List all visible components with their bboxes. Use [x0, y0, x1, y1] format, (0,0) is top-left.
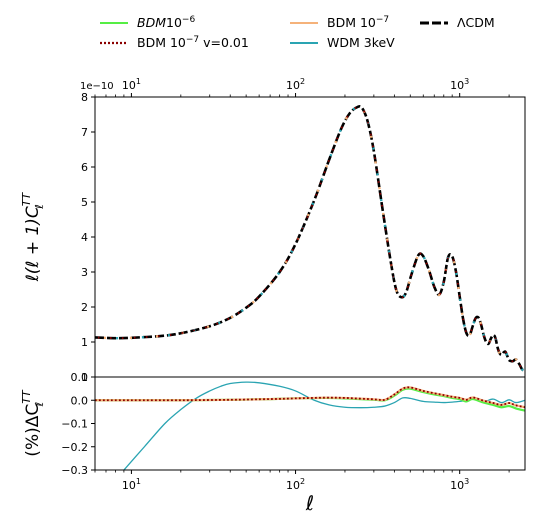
bottom-x-tick-label: 101 [122, 477, 141, 492]
bottom-y-tick-label: 0.0 [71, 394, 89, 407]
top-y-tick-label: 1 [81, 336, 88, 349]
top-panel: 0 1 2 3 4 5 6 7 81e−10 101 102 103 ℓ(ℓ + 1)CTTℓ [20, 77, 526, 384]
offset-text: 1e−10 [80, 81, 114, 92]
bottom-y-tick-label: −0.2 [61, 441, 88, 454]
top-x-tick-label: 101 [122, 77, 141, 92]
bottom-panel-frame [94, 376, 526, 471]
series-wdm-line [95, 105, 525, 372]
legend: BDM10−6 BDM 10−7 ΛCDM BDM 10−7 v=0.01 WDM 3k… [100, 15, 495, 50]
bottom-x-tick-label: 102 [286, 477, 305, 492]
x-axis-label: ℓ [305, 491, 314, 515]
legend-label-wdm: WDM 3keV [327, 35, 395, 50]
top-y-tick-label: 4 [81, 231, 88, 244]
series-bdm7v-line [95, 105, 525, 372]
top-x-tick-label: 102 [286, 77, 305, 92]
top-y-tick-label: 0 [81, 371, 88, 384]
top-y-tick-label: 2 [81, 301, 88, 314]
bottom-x-tick-label: 103 [450, 477, 469, 492]
bottom-y-label: (%)ΔCTTℓ [20, 389, 46, 457]
bottom-y-tick-label: 0.1 [71, 371, 89, 384]
bottom-y-tick-label: −0.1 [61, 418, 88, 431]
legend-label-bdm6: BDM10−6 [137, 15, 195, 30]
legend-label-bdm7v: BDM 10−7 v=0.01 [137, 35, 249, 50]
bottom-panel: 0.1 0.0 −0.1 −0.2 −0.3 (%)ΔCTTℓ [20, 371, 526, 477]
top-y-tick-label: 8 [81, 91, 88, 104]
top-y-tick-label: 5 [81, 196, 88, 209]
top-x-tick-label: 103 [450, 77, 469, 92]
top-series-group [95, 104, 525, 372]
legend-label-bdm7: BDM 10−7 [327, 15, 389, 30]
series-wdm-residual [123, 381, 525, 470]
bottom-series-group [95, 381, 525, 470]
top-y-tick-label: 6 [81, 161, 88, 174]
legend-label-lcdm: ΛCDM [457, 15, 495, 30]
top-y-tick-label: 7 [81, 126, 88, 139]
series-bdm7-line [95, 105, 525, 372]
top-y-label: ℓ(ℓ + 1)CTTℓ [20, 191, 46, 282]
series-lcdm-line [95, 104, 525, 372]
x-axis: 101 102 103 ℓ [94, 470, 510, 515]
top-y-tick-label: 3 [81, 266, 88, 279]
bottom-y-tick-label: −0.3 [61, 464, 88, 477]
series-bdm7v-residual [95, 386, 525, 409]
series-bdm7-residual [95, 386, 525, 409]
